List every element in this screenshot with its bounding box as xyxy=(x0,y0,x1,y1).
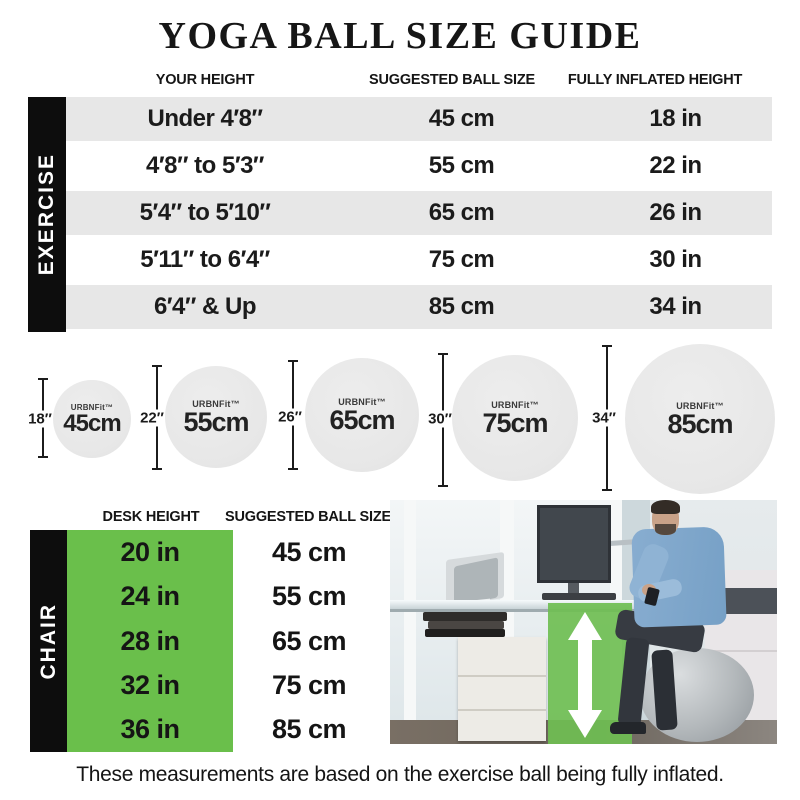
your-height-cell: 5′11″ to 6′4″ xyxy=(140,246,270,273)
chair-table-headers: DESK HEIGHT SUGGESTED BALL SIZE xyxy=(0,509,400,525)
column-header-fully-inflated-height: FULLY INFLATED HEIGHT xyxy=(567,72,743,88)
ball-size-cell: 45 cm xyxy=(428,105,495,132)
desk-height-arrow-icon xyxy=(568,612,602,738)
your-height-cell: 6′4″ & Up xyxy=(153,293,257,320)
ball-size-cell: 65 cm xyxy=(271,625,347,656)
monitor xyxy=(537,505,611,583)
table-row: 6′4″ & Up 85 cm 34 in xyxy=(66,285,772,332)
chair-label-text: CHAIR xyxy=(36,602,60,680)
desk-height-cell: 32 in xyxy=(120,669,180,700)
glass-desk xyxy=(390,600,686,609)
man-beard xyxy=(655,524,676,535)
ball-size-label: 85cm xyxy=(667,408,733,439)
ball-size-label: 55cm xyxy=(183,406,249,437)
exercise-label-text: EXERCISE xyxy=(35,153,58,276)
diameter-label: 34″ xyxy=(590,409,618,427)
office-photo xyxy=(390,500,777,744)
your-height-cell: 5′4″ to 5′10″ xyxy=(139,199,271,226)
your-height-cell: 4′8″ to 5′3″ xyxy=(146,152,264,179)
diameter-label: 26″ xyxy=(276,408,304,426)
brand-logo: URBNFit™ xyxy=(491,399,539,410)
table-row: 4′8″ to 5′3″ 55 cm 22 in xyxy=(66,144,772,191)
desk-height-column: 20 in 24 in 28 in 32 in 36 in xyxy=(67,530,233,752)
yoga-ball-45cm: URBNFit™ 45cm xyxy=(53,380,131,458)
table-row: 5′11″ to 6′4″ 75 cm 30 in xyxy=(66,238,772,285)
your-height-cell: Under 4′8″ xyxy=(147,105,263,132)
ball-size-comparison: 18″ 22″ 26″ 30″ 34″ URBNFit™ 45cm URBNFi… xyxy=(0,335,800,500)
desk-height-cell: 24 in xyxy=(120,581,180,612)
keyboard xyxy=(542,593,616,600)
column-header-suggested-ball-size: SUGGESTED BALL SIZE xyxy=(369,72,535,88)
ball-size-cell: 65 cm xyxy=(428,199,495,226)
brand-logo: URBNFit™ xyxy=(192,398,240,409)
drawer-unit xyxy=(458,637,546,741)
ball-size-cell: 75 cm xyxy=(428,246,495,273)
footer-note: These measurements are based on the exer… xyxy=(76,763,724,786)
ball-size-cell: 85 cm xyxy=(271,714,347,745)
diameter-label: 22″ xyxy=(138,409,166,427)
ball-size-cell: 85 cm xyxy=(428,293,495,320)
cabinet-line xyxy=(705,650,777,652)
book-stack xyxy=(423,612,507,621)
column-header-suggested-ball-size: SUGGESTED BALL SIZE xyxy=(225,509,391,525)
column-header-your-height: YOUR HEIGHT xyxy=(155,72,255,88)
inflated-height-cell: 26 in xyxy=(649,199,702,226)
yoga-ball-55cm: URBNFit™ 55cm xyxy=(165,366,267,468)
desk-height-cell: 28 in xyxy=(120,625,180,656)
ball-size-cell: 75 cm xyxy=(271,669,347,700)
ball-size-label: 75cm xyxy=(482,407,548,438)
desk-edge xyxy=(390,609,686,612)
yoga-ball-65cm: URBNFit™ 65cm xyxy=(305,358,419,472)
exercise-table: Under 4′8″ 45 cm 18 in 4′8″ to 5′3″ 55 c… xyxy=(66,97,772,332)
ball-size-label: 65cm xyxy=(329,404,395,435)
exercise-table-headers: YOUR HEIGHT SUGGESTED BALL SIZE FULLY IN… xyxy=(0,72,800,90)
table-row: Under 4′8″ 45 cm 18 in xyxy=(66,97,772,144)
man-hair xyxy=(651,500,680,514)
book-stack xyxy=(425,629,505,637)
chair-ball-size-column: 45 cm 55 cm 65 cm 75 cm 85 cm xyxy=(233,530,385,752)
table-row: 5′4″ to 5′10″ 65 cm 26 in xyxy=(66,191,772,238)
diameter-label: 18″ xyxy=(26,410,54,428)
monitor-stand xyxy=(568,583,579,596)
brand-logo: URBNFit™ xyxy=(676,400,724,411)
column-header-desk-height: DESK HEIGHT xyxy=(102,509,200,525)
exercise-section-label: EXERCISE xyxy=(28,97,66,332)
desk-height-cell: 36 in xyxy=(120,714,180,745)
desk-height-cell: 20 in xyxy=(120,536,180,567)
page-title: YOGA BALL SIZE GUIDE xyxy=(158,15,642,57)
brand-logo: URBNFit™ xyxy=(338,396,386,407)
man-shoe xyxy=(610,722,646,734)
diameter-label: 30″ xyxy=(426,410,454,428)
ball-size-cell: 55 cm xyxy=(271,581,347,612)
ball-size-cell: 55 cm xyxy=(428,152,495,179)
inflated-height-cell: 22 in xyxy=(649,152,702,179)
ball-size-cell: 45 cm xyxy=(271,536,347,567)
brand-logo: URBNFit™ xyxy=(70,402,114,412)
yoga-ball-85cm: URBNFit™ 85cm xyxy=(625,344,775,494)
drawer-line xyxy=(458,709,546,711)
chair-section-label: CHAIR xyxy=(30,530,67,752)
inflated-height-cell: 18 in xyxy=(649,105,702,132)
ball-size-label: 45cm xyxy=(63,409,121,437)
drawer-line xyxy=(458,675,546,677)
book-stack xyxy=(428,621,504,629)
inflated-height-cell: 34 in xyxy=(649,293,702,320)
yoga-ball-75cm: URBNFit™ 75cm xyxy=(452,355,578,481)
inflated-height-cell: 30 in xyxy=(649,246,702,273)
